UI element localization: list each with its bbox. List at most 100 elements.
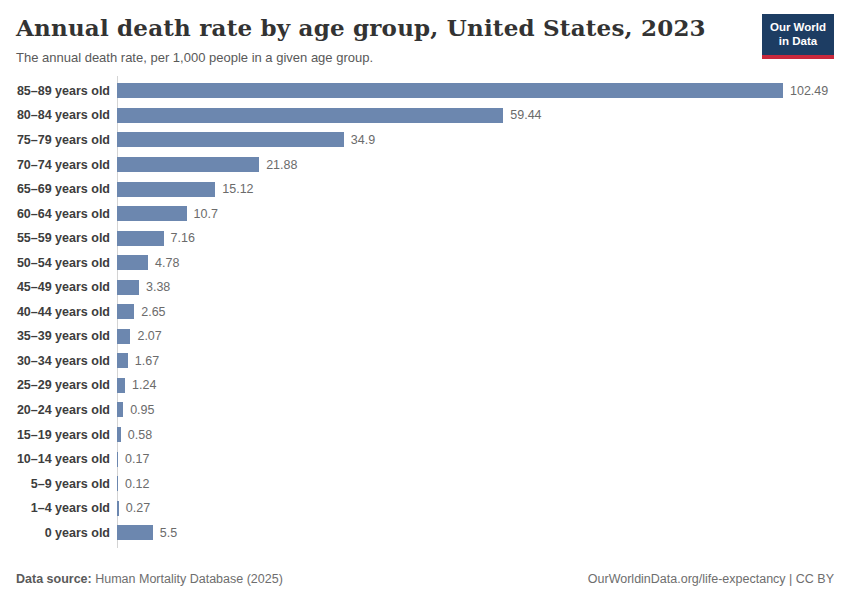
bar[interactable] <box>117 255 148 270</box>
value-label: 0.58 <box>128 428 152 442</box>
chart-row: 25–29 years old 1.24 <box>16 373 834 398</box>
footer: Data source: Human Mortality Database (2… <box>16 572 834 586</box>
category-label: 30–34 years old <box>16 354 117 368</box>
category-label: 15–19 years old <box>16 428 117 442</box>
bar-area: 5.5 <box>117 520 834 545</box>
chart-row: 5–9 years old 0.12 <box>16 471 834 496</box>
bar[interactable] <box>117 525 153 540</box>
value-label: 0.27 <box>126 501 150 515</box>
bar-area: 10.7 <box>117 201 834 226</box>
chart-row: 45–49 years old 3.38 <box>16 275 834 300</box>
bar-area: 0.27 <box>117 496 834 521</box>
value-label: 21.88 <box>266 158 297 172</box>
category-label: 50–54 years old <box>16 256 117 270</box>
chart-row: 30–34 years old 1.67 <box>16 349 834 374</box>
bar-chart: 85–89 years old102.49 80–84 years old 59.4… <box>16 79 834 545</box>
data-source-label: Data source: <box>16 572 92 586</box>
header: Annual death rate by age group, United S… <box>16 14 834 65</box>
chart-row: 1–4 years old 0.27 <box>16 496 834 521</box>
bar[interactable] <box>117 157 259 172</box>
page-title: Annual death rate by age group, United S… <box>16 14 706 42</box>
bar[interactable] <box>117 280 139 295</box>
category-label: 35–39 years old <box>16 329 117 343</box>
bar[interactable] <box>117 452 118 467</box>
footer-link[interactable]: OurWorldinData.org/life-expectancy | CC … <box>588 572 834 586</box>
bar[interactable] <box>117 329 130 344</box>
value-label: 1.67 <box>135 354 159 368</box>
category-label: 5–9 years old <box>16 477 117 491</box>
value-label: 2.65 <box>141 305 165 319</box>
bar[interactable] <box>117 83 783 98</box>
bar[interactable] <box>117 132 344 147</box>
value-label: 15.12 <box>222 182 253 196</box>
bar-area: 15.12 <box>117 177 834 202</box>
value-label: 3.38 <box>146 280 170 294</box>
chart-row: 75–79 years old 34.9 <box>16 128 834 153</box>
bar-area: 2.65 <box>117 300 834 325</box>
category-label: 25–29 years old <box>16 378 117 392</box>
bar-area: 7.16 <box>117 226 834 251</box>
category-label: 80–84 years old <box>16 108 117 122</box>
value-label: 59.44 <box>510 108 541 122</box>
bar[interactable] <box>117 427 121 442</box>
bar[interactable] <box>117 108 503 123</box>
value-label: 34.9 <box>351 133 375 147</box>
category-label: 0 years old <box>16 526 117 540</box>
category-label: 10–14 years old <box>16 452 117 466</box>
owid-logo-line1: Our World <box>770 20 826 34</box>
page-subtitle: The annual death rate, per 1,000 people … <box>16 50 706 65</box>
bar-area: 0.17 <box>117 447 834 472</box>
value-label: 0.95 <box>130 403 154 417</box>
value-label: 1.24 <box>132 378 156 392</box>
chart-row: 20–24 years old0.95 <box>16 398 834 423</box>
category-label: 65–69 years old <box>16 182 117 196</box>
chart-row: 85–89 years old102.49 <box>16 79 834 104</box>
category-label: 60–64 years old <box>16 207 117 221</box>
value-label: 2.07 <box>137 329 161 343</box>
bar[interactable] <box>117 304 134 319</box>
bar-area: 4.78 <box>117 250 834 275</box>
value-label: 10.7 <box>194 207 218 221</box>
bar-area: 59.44 <box>117 103 834 128</box>
bar[interactable] <box>117 231 164 246</box>
chart-row: 70–74 years old 21.88 <box>16 152 834 177</box>
data-source: Data source: Human Mortality Database (2… <box>16 572 283 586</box>
category-label: 75–79 years old <box>16 133 117 147</box>
value-label: 4.78 <box>155 256 179 270</box>
bar[interactable] <box>117 206 187 221</box>
chart-row: 40–44 years old2.65 <box>16 300 834 325</box>
value-label: 0.12 <box>125 477 149 491</box>
chart-page: Annual death rate by age group, United S… <box>0 0 850 600</box>
chart-row: 60–64 years old 10.7 <box>16 201 834 226</box>
chart-row: 15–19 years old 0.58 <box>16 422 834 447</box>
bar-area: 2.07 <box>117 324 834 349</box>
bar-area: 0.12 <box>117 471 834 496</box>
value-label: 7.16 <box>171 231 195 245</box>
bar[interactable] <box>117 182 215 197</box>
category-label: 70–74 years old <box>16 158 117 172</box>
bar[interactable] <box>117 402 123 417</box>
chart-row: 50–54 years old 4.78 <box>16 250 834 275</box>
data-source-text: Human Mortality Database (2025) <box>92 572 283 586</box>
owid-logo[interactable]: Our World in Data <box>762 14 834 59</box>
chart-row: 80–84 years old 59.44 <box>16 103 834 128</box>
bar-area: 0.58 <box>117 422 834 447</box>
bar-area: 0.95 <box>117 398 834 423</box>
value-label: 102.49 <box>790 84 828 98</box>
bar[interactable] <box>117 476 118 491</box>
bar[interactable] <box>117 353 128 368</box>
owid-logo-line2: in Data <box>770 34 826 48</box>
chart-row: 10–14 years old 0.17 <box>16 447 834 472</box>
bar[interactable] <box>117 378 125 393</box>
value-label: 5.5 <box>160 526 177 540</box>
category-label: 55–59 years old <box>16 231 117 245</box>
category-label: 1–4 years old <box>16 501 117 515</box>
chart-row: 65–69 years old 15.12 <box>16 177 834 202</box>
bar-area: 3.38 <box>117 275 834 300</box>
bar-area: 34.9 <box>117 128 834 153</box>
bar[interactable] <box>117 501 119 516</box>
value-label: 0.17 <box>125 452 149 466</box>
category-label: 45–49 years old <box>16 280 117 294</box>
bar-area: 1.67 <box>117 349 834 374</box>
bar-area: 1.24 <box>117 373 834 398</box>
